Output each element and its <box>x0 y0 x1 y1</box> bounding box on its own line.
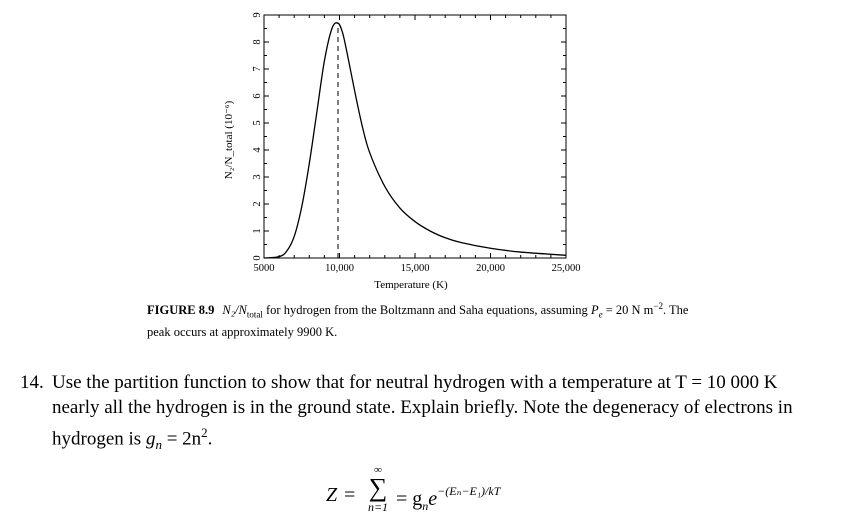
y-axis-label: N₂/N_total (10⁻⁶) <box>223 100 235 179</box>
x-tick-label: 20,000 <box>476 263 505 274</box>
sum-upper-limit: ∞ <box>374 464 382 476</box>
y-tick-label: 2 <box>252 201 263 206</box>
chart-series <box>263 22 567 259</box>
degeneracy-lhs-sub: n <box>155 437 162 453</box>
summation: ∞ ∑ n=1 <box>366 464 390 514</box>
y-tick-label: 7 <box>252 66 263 71</box>
caption-text-3: = 20 N m <box>602 303 654 318</box>
formula-equals: = <box>344 484 356 506</box>
caption-ratio-sub: total <box>246 309 263 320</box>
problem-number: 14. <box>20 372 44 393</box>
figure-caption: FIGURE 8.9 N₂/Ntotal for hydrogen from th… <box>147 298 707 341</box>
rhs-base: e <box>428 488 438 510</box>
problem-text: Use the partition function to show that … <box>52 372 793 450</box>
formula-lhs: Z <box>326 484 338 506</box>
caption-pe: P <box>590 303 599 318</box>
y-tick-label: 3 <box>252 174 263 179</box>
rhs-exponent: −(Eₙ−E₁)/kT <box>437 484 501 498</box>
caption-label: FIGURE 8.9 <box>147 303 215 318</box>
problem-14: 14. Use the partition function to show t… <box>20 370 820 457</box>
y-tick-label: 6 <box>252 93 263 98</box>
chart-tick-labels: 5000 10,000 15,000 20,000 25,000 0 1 2 3 4 5 6 7 8 9 <box>252 12 580 274</box>
x-tick-label: 10,000 <box>325 263 354 274</box>
figure-chart: 5000 10,000 15,000 20,000 25,000 0 1 2 3 4 5 6 7 8 9 T… <box>223 12 580 290</box>
sum-symbol: ∑ <box>368 473 388 502</box>
y-tick-label: 5 <box>252 120 263 125</box>
y-tick-label: 8 <box>252 39 263 44</box>
caption-ratio: N₂/N <box>222 303 247 318</box>
problem-body: Use the partition function to show that … <box>52 370 820 457</box>
y-tick-label: 0 <box>252 255 263 260</box>
x-tick-label: 5000 <box>254 263 275 274</box>
series-line-0 <box>263 22 567 259</box>
degeneracy-rhs-sup: 2 <box>201 425 208 440</box>
formula-rhs: = gne−(Eₙ−E₁)/kT <box>396 484 500 514</box>
x-axis-label: Temperature (K) <box>374 279 448 290</box>
sum-lower-limit: n=1 <box>367 500 389 514</box>
rhs-prefix: = g <box>396 488 423 510</box>
caption-text-3-sup: −2 <box>653 301 663 311</box>
x-tick-label: 25,000 <box>552 263 581 274</box>
x-tick-label: 15,000 <box>401 263 430 274</box>
degeneracy-lhs: g <box>145 428 156 450</box>
y-tick-label: 1 <box>252 228 263 233</box>
problem-period: . <box>207 428 213 450</box>
rhs-sub: n <box>422 499 429 513</box>
degeneracy-rhs: = 2n <box>161 428 202 450</box>
y-tick-label: 4 <box>252 147 263 153</box>
caption-text-2: for hydrogen from the Boltzmann and Saha… <box>262 303 591 318</box>
caption-pe-sub: e <box>598 309 603 320</box>
chart-ticks <box>263 14 567 259</box>
caption-text-4: . The peak occurs at approximately 9900 … <box>147 303 689 339</box>
partition-function-formula: Z = ∞ ∑ n=1 = gne−(Eₙ−E₁)/kT <box>326 464 566 525</box>
y-tick-label: 9 <box>252 12 263 17</box>
